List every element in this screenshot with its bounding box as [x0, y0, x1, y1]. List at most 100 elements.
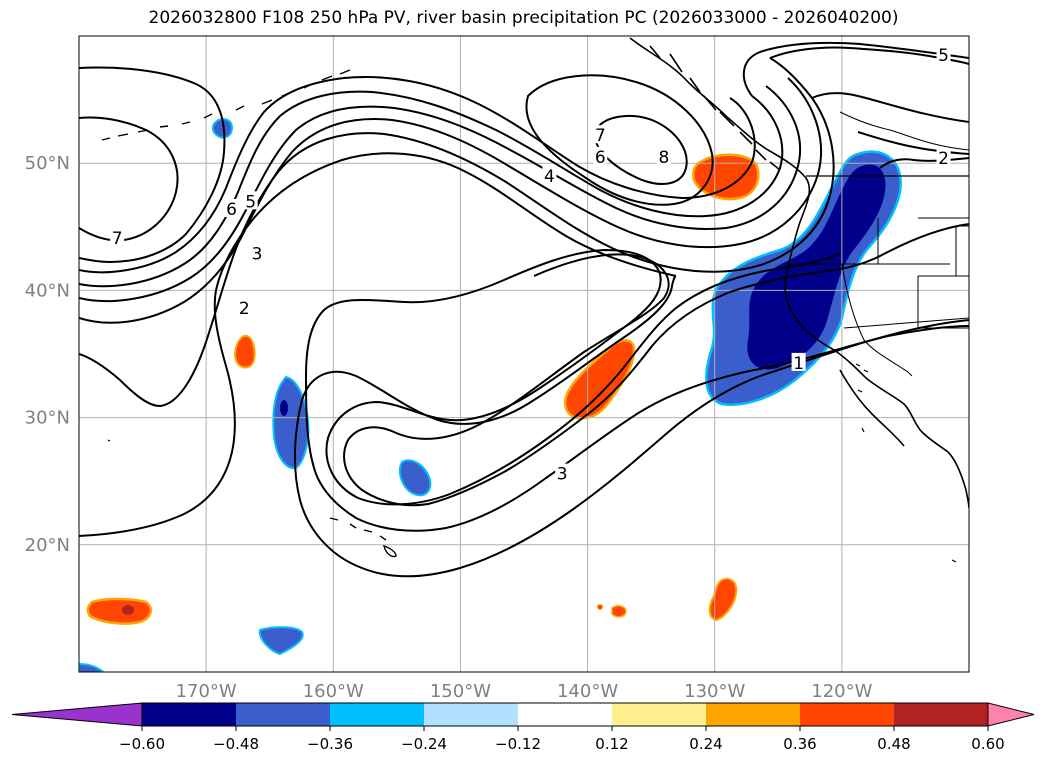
contour-label-bg — [656, 146, 671, 165]
colorbar-bin — [894, 703, 988, 726]
pv-contour-upper-right — [769, 46, 969, 65]
precip-region-129w — [708, 577, 738, 622]
colorbar-bin — [142, 703, 236, 726]
latitude-label: 30°N — [25, 408, 70, 429]
contour-label: 5 — [245, 192, 256, 212]
precip-region-gulf-alaska — [692, 153, 760, 201]
pv-contour-3-south — [343, 223, 969, 507]
contour-label: 3 — [252, 245, 263, 265]
colorbar-tick-label: −0.60 — [119, 735, 165, 753]
colorbar-bin — [612, 703, 706, 726]
colorbar-tick-label: −0.36 — [307, 735, 353, 753]
contour-label-bg — [237, 298, 252, 317]
longitude-labels: 170°W 160°W 150°W 140°W 130°W 120°W — [176, 681, 873, 702]
colorbar-bin — [424, 703, 518, 726]
map-title: 2026032800 F108 250 hPa PV, river basin … — [148, 8, 899, 28]
precip-positive-shading — [86, 153, 760, 625]
hawaii-islands — [329, 517, 397, 558]
longitude-label: 150°W — [430, 681, 491, 702]
colorbar-tick-label: 0.12 — [595, 735, 628, 753]
pv-contour-right-2 — [742, 41, 969, 97]
contour-label: 7 — [112, 229, 123, 249]
contour-label: 4 — [544, 167, 555, 187]
coastlines — [101, 37, 969, 563]
colorbar-bin — [706, 703, 800, 726]
contour-label: 1 — [793, 354, 804, 374]
contour-label: 2 — [938, 149, 949, 169]
colorbar-bin — [800, 703, 894, 726]
contour-label: 7 — [595, 126, 606, 146]
pv-contour-6 — [79, 75, 756, 274]
baja-peninsula — [839, 369, 905, 447]
precip-region-167w — [234, 334, 256, 369]
colorbar-tick-label: 0.60 — [971, 735, 1004, 753]
latitude-label: 50°N — [25, 153, 70, 174]
pv-contour-2-east — [811, 92, 969, 169]
latitude-label: 20°N — [25, 535, 70, 556]
longitude-label: 170°W — [176, 681, 237, 702]
colorbar-tick-label: 0.36 — [783, 735, 816, 753]
contour-label-bg — [250, 243, 264, 262]
colorbar-extend-high — [987, 702, 1035, 727]
contour-label-bg — [555, 463, 570, 482]
colorbar-tick-label: −0.48 — [213, 735, 259, 753]
colorbar-bin — [518, 703, 612, 726]
pacific-islands-small — [107, 363, 957, 563]
longitude-label: 130°W — [684, 681, 745, 702]
latitude-labels: 50°N 40°N 30°N 20°N — [25, 153, 70, 556]
precip-region-corner — [79, 662, 105, 672]
contour-label: 3 — [557, 465, 568, 485]
contour-label-bg — [936, 45, 951, 64]
colorbar-bin — [236, 703, 330, 726]
contour-label: 5 — [938, 46, 949, 66]
pv-contour-8 — [594, 114, 688, 185]
alaska-panhandle-islands — [649, 45, 781, 171]
contour-label-bg — [224, 198, 239, 217]
colorbar-frame — [141, 702, 989, 727]
contour-label: 2 — [239, 299, 250, 319]
colorbar-tick-label: −0.12 — [495, 735, 541, 753]
contour-label: 6 — [226, 200, 237, 220]
precip-region-137w — [611, 605, 627, 618]
north-america-coast — [629, 37, 969, 509]
pv-contour-5 — [79, 90, 784, 288]
longitude-label: 120°W — [811, 681, 872, 702]
longitude-label: 140°W — [557, 681, 618, 702]
precip-region-13n — [258, 626, 304, 656]
contour-label-bg — [110, 228, 125, 247]
latitude-label: 40°N — [25, 280, 70, 301]
precip-negative-shading — [79, 118, 902, 672]
colorbar-extend-low — [11, 702, 143, 727]
pv-contour-2-south — [304, 248, 841, 519]
precip-region-154w — [398, 459, 432, 497]
pv-contour-1-lower-loop — [355, 325, 969, 532]
precip-region-177w-core — [122, 605, 134, 615]
colorbar: −0.60 −0.48 −0.36 −0.24 −0.12 0.12 0.24 0.36 0.4… — [11, 702, 1035, 753]
contour-label-bg — [542, 165, 557, 184]
precip-region-168w — [211, 118, 234, 139]
pv-contours — [79, 41, 969, 578]
contour-label-bg — [936, 148, 951, 167]
precip-region-dot — [597, 604, 603, 610]
precip-region-163w-core — [280, 400, 288, 416]
pv-contour-7-east — [525, 74, 714, 206]
pv-contour-2-north — [79, 57, 835, 408]
contour-label-bg — [593, 146, 608, 165]
map-frame — [78, 35, 970, 673]
precip-region-139w — [564, 339, 636, 420]
longitude-label: 160°W — [303, 681, 364, 702]
contour-label-bg — [593, 125, 608, 144]
colorbar-tick-label: 0.24 — [689, 735, 722, 753]
contour-label-bg — [791, 352, 806, 371]
contour-label: 6 — [595, 148, 606, 168]
contour-label-bg — [243, 191, 258, 210]
pv-contour-1 — [79, 152, 969, 578]
colorbar-tick-label: 0.48 — [877, 735, 910, 753]
pv-contour-3-north — [79, 77, 822, 324]
colorbar-tick-label: −0.24 — [401, 735, 447, 753]
colorbar-bin — [330, 703, 424, 726]
contour-label: 8 — [658, 148, 669, 168]
